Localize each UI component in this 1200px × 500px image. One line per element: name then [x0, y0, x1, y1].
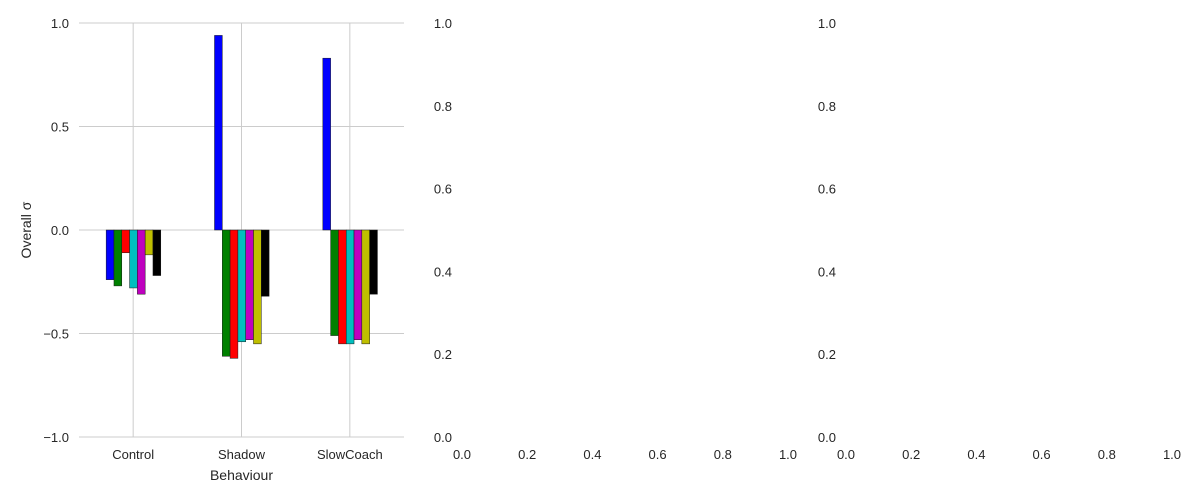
y-tick-labels: 1.0 0.5 0.0 −0.5 −1.0 [43, 16, 69, 445]
x-tick-label: 0.4 [967, 447, 985, 462]
y-tick-label: 0.2 [818, 347, 836, 362]
y-tick-label: 0.2 [434, 347, 452, 362]
y-tick-label: 0.4 [818, 264, 836, 279]
bar [245, 229, 254, 340]
bar [338, 229, 347, 345]
y-tick-label: 0.4 [434, 264, 452, 279]
bar [237, 229, 246, 343]
x-tick-label: 0.0 [837, 447, 855, 462]
bar [229, 229, 239, 359]
bar [214, 35, 223, 231]
bar [113, 229, 123, 287]
bar [330, 229, 339, 336]
x-tick-label: 0.6 [1033, 447, 1051, 462]
x-tick-label: 0.2 [902, 447, 920, 462]
x-tick-label: Shadow [218, 447, 266, 462]
bar [222, 229, 231, 357]
x-tick-labels: 0.0 0.2 0.4 0.6 0.8 1.0 [837, 447, 1181, 462]
x-tick-label: SlowCoach [317, 447, 383, 462]
x-axis-label: Behaviour [210, 467, 273, 483]
y-tick-label: 0.0 [434, 430, 452, 445]
y-tick-label: 0.8 [434, 99, 452, 114]
y-axis-label: Overall σ [18, 201, 34, 258]
y-tick-label: 0.5 [51, 120, 69, 135]
bar [121, 229, 130, 254]
x-tick-label: 1.0 [1163, 447, 1181, 462]
x-tick-label: Control [112, 447, 154, 462]
x-tick-label: 0.6 [649, 447, 667, 462]
bar [369, 229, 378, 295]
x-tick-labels: Control Shadow SlowCoach [112, 447, 383, 462]
y-tick-label: 0.8 [818, 99, 836, 114]
y-tick-label: 0.0 [51, 223, 69, 238]
x-tick-labels: 0.0 0.2 0.4 0.6 0.8 1.0 [453, 447, 797, 462]
bar [361, 229, 370, 345]
y-tick-label: 1.0 [434, 16, 452, 31]
bar [105, 229, 115, 280]
bar [261, 229, 270, 297]
y-tick-label: −0.5 [43, 327, 69, 342]
empty-axes-1: 0.0 0.2 0.4 0.6 0.8 1.0 0.0 0.2 0.4 0.6 0.8 1.0 [434, 16, 797, 462]
bar [353, 229, 363, 340]
y-tick-label: 0.6 [818, 182, 836, 197]
x-tick-label: 0.4 [583, 447, 601, 462]
behaviour-sigma-chart: 1.0 0.5 0.0 −0.5 −1.0 Control Shadow SlowCoach… [18, 16, 404, 483]
y-tick-label: 0.6 [434, 182, 452, 197]
bar [345, 229, 355, 345]
bar [152, 229, 162, 276]
x-tick-label: 0.0 [453, 447, 471, 462]
bars [105, 35, 378, 359]
bar [253, 229, 262, 345]
bar [137, 229, 146, 295]
y-tick-label: 0.0 [818, 430, 836, 445]
x-tick-label: 0.8 [714, 447, 732, 462]
y-tick-labels: 0.0 0.2 0.4 0.6 0.8 1.0 [818, 16, 836, 445]
bar [322, 57, 331, 231]
y-tick-label: 1.0 [51, 16, 69, 31]
x-tick-label: 0.2 [518, 447, 536, 462]
x-tick-label: 1.0 [779, 447, 797, 462]
bar [144, 229, 154, 256]
y-tick-labels: 0.0 0.2 0.4 0.6 0.8 1.0 [434, 16, 452, 445]
y-tick-label: −1.0 [43, 430, 69, 445]
y-tick-label: 1.0 [818, 16, 836, 31]
empty-axes-2: 0.0 0.2 0.4 0.6 0.8 1.0 0.0 0.2 0.4 0.6 0.8 1.0 [818, 16, 1181, 462]
x-tick-label: 0.8 [1098, 447, 1116, 462]
bar [129, 229, 138, 289]
